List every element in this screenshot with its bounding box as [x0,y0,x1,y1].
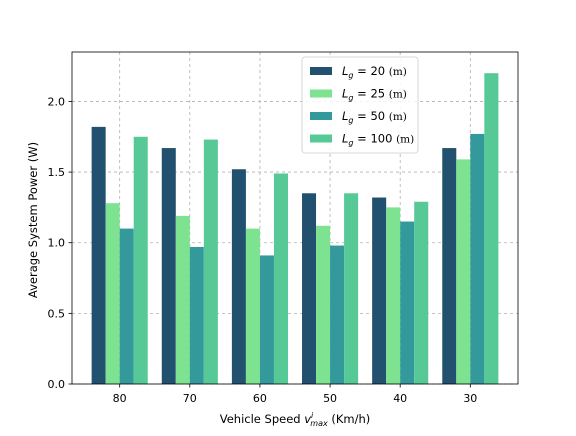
legend: Lg = 20 (m)Lg = 25 (m)Lg = 50 (m)Lg = 10… [301,56,419,154]
bar [344,193,359,384]
bar [386,207,401,384]
y-axis-label: Average System Power (W) [26,142,40,298]
legend-value: = 100 [354,132,397,146]
x-tick-label: 80 [113,392,127,405]
y-tick-label: 1.0 [48,237,66,250]
legend-unit: (m) [389,66,407,78]
legend-box [301,56,419,154]
legend-label: Lg = 20 (m) [342,64,407,80]
legend-symbol: L [342,87,348,101]
x-axis-label-suffix: (Km/h) [328,412,371,426]
bar [442,148,457,384]
y-tick-label: 2.0 [48,95,66,108]
bar [414,201,429,384]
x-axis-label-sub: max [310,419,328,428]
legend-swatch [310,89,332,98]
bar [133,136,148,384]
bars-layer [91,73,499,385]
plot-frame [71,51,519,385]
legend-symbol: L [342,109,348,123]
legend-symbol-sub: g [348,71,353,80]
x-axis-label-prefix: Vehicle Speed [220,412,305,426]
legend-label: Lg = 50 (m) [342,109,407,125]
legend-label: Lg = 25 (m) [342,87,407,103]
legend-swatch [310,134,332,143]
bar [231,169,246,384]
bar [91,126,106,385]
x-axis-label: Vehicle Speed vi max (Km/h) [220,411,371,428]
y-tick-label: 1.5 [48,166,66,179]
y-tick-label: 0.0 [48,378,66,391]
bar [175,215,190,384]
legend-value: = 25 [354,87,389,101]
bar [245,228,260,384]
legend-swatch [310,67,332,75]
bar [316,225,331,384]
legend-symbol-sub: g [348,116,353,125]
x-tick-label: 40 [393,392,407,405]
legend-symbol: L [342,64,348,78]
bar [189,246,204,384]
bar [470,133,485,384]
legend-unit: (m) [389,111,407,123]
bar [302,193,317,384]
x-tick-label: 50 [323,392,337,405]
legend-unit: (m) [389,89,407,101]
bar [259,255,274,384]
bar [161,148,176,384]
legend-label: Lg = 100 (m) [342,132,414,148]
bar [400,221,415,384]
x-tick-label: 60 [253,392,267,405]
bar [119,228,134,384]
legend-symbol-sub: g [348,94,353,103]
y-tick-label: 0.5 [48,307,66,320]
bar [372,197,387,384]
bar [330,245,345,384]
legend-value: = 20 [354,64,389,78]
x-tick-label: 70 [183,392,197,405]
bar [105,203,120,384]
legend-value: = 50 [354,109,389,123]
legend-unit: (m) [396,134,414,146]
bar [456,159,471,384]
x-tick-label: 30 [463,392,477,405]
bar [203,139,218,384]
x-axis-label-sup: i [311,411,314,420]
bar [484,73,499,384]
x-axis-label-var: v [304,412,311,426]
bar [273,173,288,384]
legend-swatch [310,112,332,120]
legend-symbol-sub: g [348,139,353,148]
legend-symbol: L [342,132,348,146]
axes-layer: 0.0 0.5 1.0 1.5 2.0 80 70 60 50 40 30 [48,95,478,405]
